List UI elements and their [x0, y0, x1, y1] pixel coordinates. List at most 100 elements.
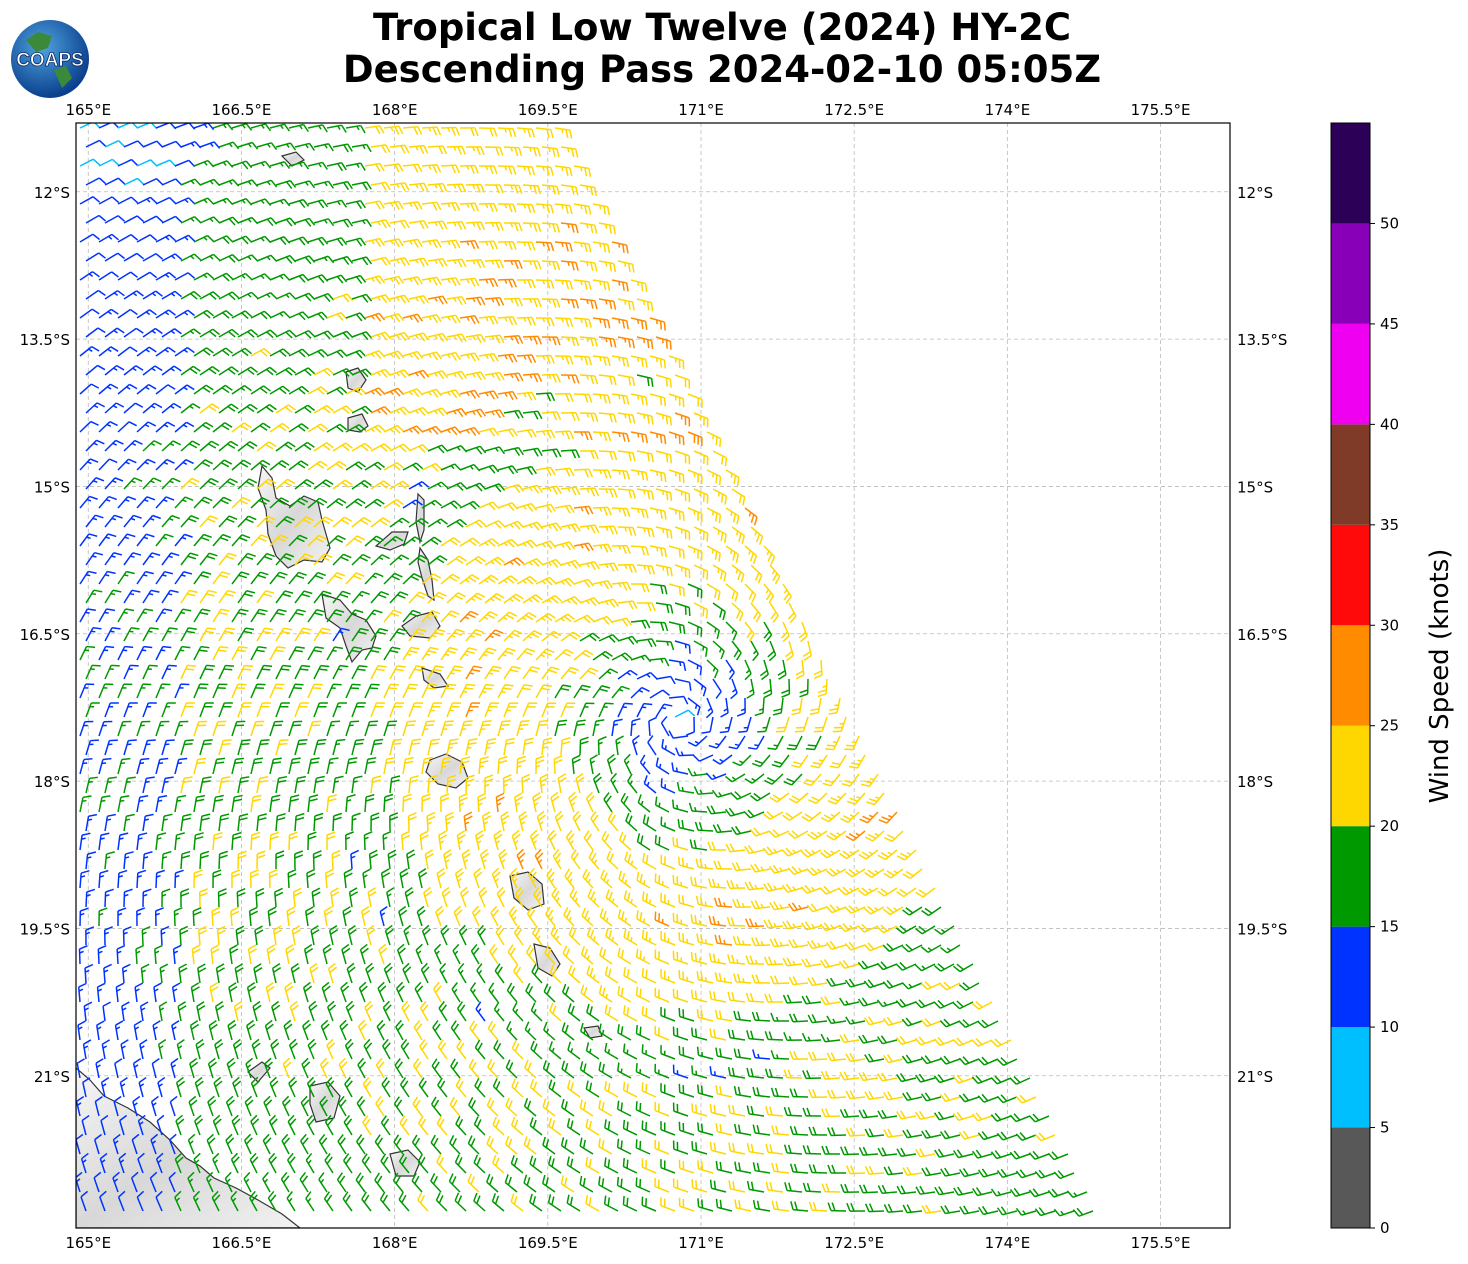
wind-barb: [678, 894, 695, 908]
wind-barb: [541, 595, 563, 604]
wind-barb: [139, 1039, 148, 1060]
wind-barb: [237, 403, 258, 414]
wind-barb: [104, 813, 116, 832]
wind-barb: [288, 794, 300, 813]
lat-tick-label-left: 16.5°S: [20, 626, 70, 644]
wind-barb: [492, 1154, 505, 1174]
wind-barb: [541, 146, 560, 158]
wind-barb: [516, 755, 527, 775]
wind-barb: [672, 912, 689, 927]
wind-barb: [332, 255, 354, 266]
wind-barb: [611, 317, 629, 330]
wind-barb: [332, 590, 351, 604]
wind-barb: [759, 659, 770, 681]
wind-barb: [592, 431, 612, 442]
wind-barb: [567, 1041, 581, 1060]
wind-barb: [161, 776, 174, 794]
wind-barb: [250, 459, 271, 471]
wind-barb: [313, 516, 334, 528]
wind-barb: [603, 792, 613, 813]
wind-barb: [691, 1027, 708, 1041]
wind-barb: [389, 294, 411, 304]
wind-barb: [256, 627, 274, 642]
wind-barb: [635, 1139, 651, 1155]
wind-barb: [149, 1171, 158, 1193]
wind-barb: [529, 1117, 543, 1136]
wind-barb: [114, 1020, 124, 1041]
colorbar-segment: [1331, 323, 1370, 425]
wind-barb: [477, 792, 487, 813]
wind-barb: [98, 907, 108, 927]
wind-barb: [826, 1052, 847, 1062]
wind-barb: [288, 646, 305, 661]
wind-barb: [573, 505, 594, 515]
wind-barb: [827, 1202, 847, 1212]
wind-barb: [465, 258, 486, 269]
wind-barb: [708, 953, 727, 965]
wind-barb: [695, 858, 714, 870]
wind-barb: [459, 127, 479, 137]
wind-barb: [345, 1000, 355, 1022]
wind-barb: [532, 925, 543, 946]
lat-tick-label-right: 19.5°S: [1237, 920, 1287, 938]
wind-barb: [155, 309, 176, 319]
wind-barb: [789, 1163, 809, 1174]
wind-barb: [763, 621, 773, 643]
wind-barb: [709, 1141, 727, 1155]
wind-barb: [516, 848, 526, 870]
wind-barb: [370, 294, 392, 304]
wind-barb: [535, 203, 555, 214]
wind-barb: [389, 331, 411, 342]
wind-barb: [465, 146, 485, 156]
wind-barb: [896, 1110, 917, 1120]
coaps-logo: COAPS: [11, 20, 89, 98]
wind-barb: [839, 849, 860, 860]
wind-barb: [288, 311, 310, 321]
lon-tick-label-bottom: 165°E: [65, 1234, 111, 1252]
wind-barb: [497, 538, 519, 548]
wind-barb: [161, 514, 181, 528]
wind-barb: [573, 279, 592, 291]
wind-barb: [598, 374, 617, 386]
wind-barb: [231, 831, 242, 851]
wind-barb: [573, 542, 594, 552]
wind-barb: [256, 702, 271, 718]
wind-barb: [692, 754, 714, 762]
wind-barb: [243, 1171, 252, 1193]
wind-barb: [939, 1018, 961, 1028]
wind-barb: [895, 998, 917, 1008]
wind-barb: [554, 467, 575, 477]
wind-barb: [552, 848, 562, 870]
wind-barb: [117, 720, 132, 737]
wind-barb: [113, 1095, 122, 1117]
wind-barb: [687, 767, 708, 777]
wind-barb: [744, 881, 765, 891]
wind-barb: [345, 720, 360, 737]
wind-barb: [322, 943, 332, 965]
wind-barb: [345, 237, 367, 247]
wind-barb: [137, 1114, 146, 1136]
wind-barb: [857, 997, 879, 1007]
wind-barb: [269, 794, 281, 813]
wind-barb: [161, 477, 181, 490]
wind-barb: [332, 479, 353, 490]
wind-barb: [399, 868, 409, 889]
wind-barb: [497, 575, 518, 585]
wind-barb: [509, 867, 519, 889]
wind-barb: [351, 553, 371, 566]
wind-barb: [161, 850, 172, 870]
wind-barb: [1028, 1188, 1050, 1198]
wind-barb: [901, 982, 923, 990]
wind-barb: [617, 412, 636, 424]
wind-barb: [98, 683, 114, 699]
wind-barb: [310, 925, 320, 946]
wind-barb: [79, 533, 98, 547]
wind-barb: [104, 627, 121, 642]
wind-barb: [421, 126, 442, 136]
wind-barb: [876, 999, 898, 1008]
wind-barb: [237, 590, 256, 604]
wind-barb: [401, 830, 411, 851]
wind-barb: [655, 564, 673, 577]
lon-tick-label-top: 165°E: [65, 101, 111, 119]
wind-barb: [345, 831, 355, 851]
